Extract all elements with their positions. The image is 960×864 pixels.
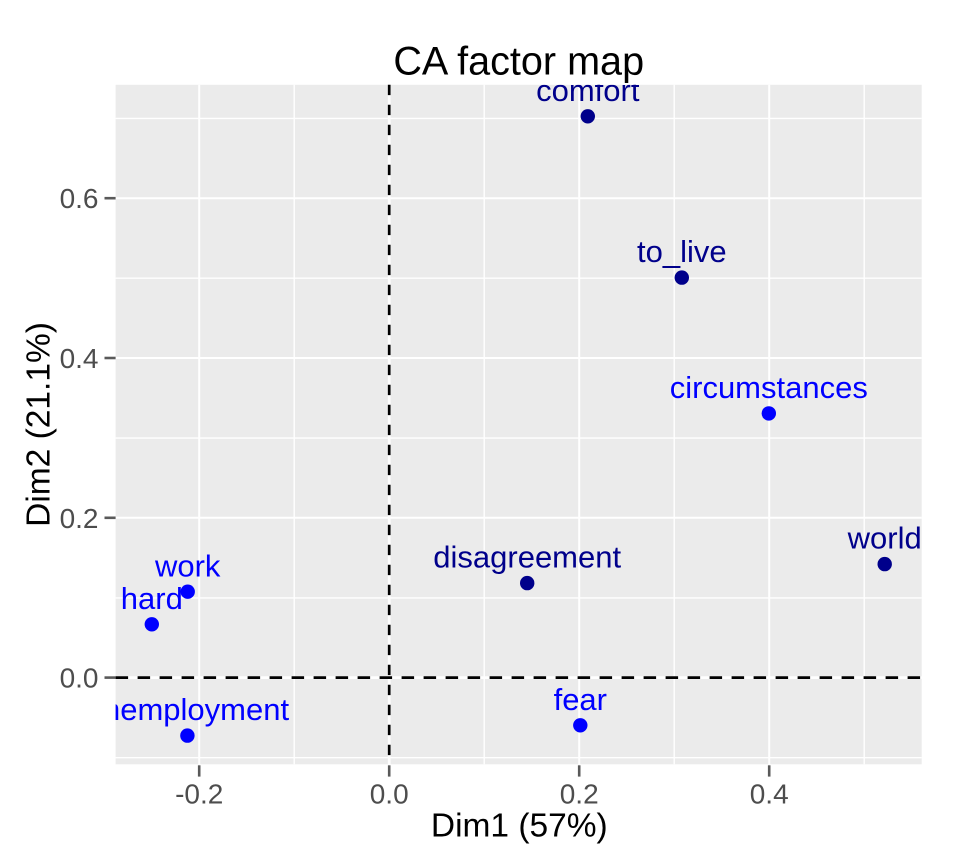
svg-text:circumstances: circumstances [670,370,868,405]
svg-text:0.4: 0.4 [60,343,99,374]
svg-text:fear: fear [554,682,607,717]
svg-text:work: work [154,548,221,583]
svg-text:hard: hard [121,581,183,616]
svg-text:0.2: 0.2 [560,778,599,809]
svg-text:to_live: to_live [637,234,727,269]
svg-text:0.0: 0.0 [370,778,409,809]
svg-text:unemployment: unemployment [86,692,290,727]
svg-text:0.6: 0.6 [60,183,99,214]
svg-text:0.4: 0.4 [750,778,789,809]
svg-text:0.0: 0.0 [60,663,99,694]
svg-text:-0.2: -0.2 [175,778,223,809]
svg-text:world: world [847,521,922,556]
svg-text:Dim1 (57%): Dim1 (57%) [431,807,608,844]
svg-text:comfort: comfort [536,73,640,108]
svg-text:CA factor map: CA factor map [393,39,644,83]
svg-text:Dim2 (21.1%): Dim2 (21.1%) [20,322,57,527]
svg-text:0.2: 0.2 [60,503,99,534]
svg-text:disagreement: disagreement [433,540,621,575]
